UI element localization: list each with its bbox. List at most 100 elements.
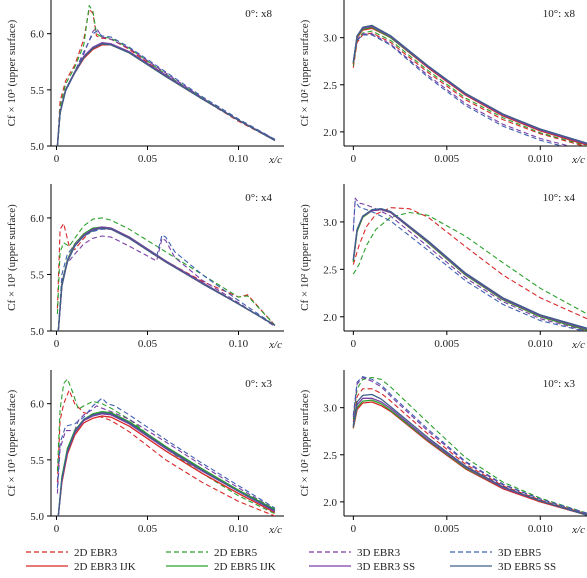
y-tick-label: 5.5 [30, 85, 44, 97]
y-tick-label: 3.0 [323, 33, 337, 45]
series-line-3d-ebr3 [352, 197, 587, 331]
series-line-2d-ebr5-ijk [57, 410, 276, 516]
legend: 2D EBR3 2D EBR5 3D EBR3 3D EBR5 2D EBR3 IJK 2… [26, 547, 556, 573]
series-line-2d-ebr5 [56, 378, 276, 515]
panel-3: 5.0 5.5 6.0 0 0.05 0.10 x/c Cf × 10³ (upper sur… [6, 184, 284, 351]
series-line-3d-ebr5 [352, 200, 586, 331]
y-axis-label: Cf × 10² (upper surface) [299, 389, 311, 496]
x-tick-label: 0.10 [229, 153, 249, 165]
series-line-3d-ebr5 [57, 228, 276, 331]
series-line-3d-ebr5-ss [352, 208, 587, 329]
y-axis-label: Cf × 10³ (upper surface) [6, 389, 18, 496]
x-tick-label: 0 [351, 338, 357, 350]
panel-label: 10°: x3 [543, 378, 576, 390]
x-tick-label: 0.05 [138, 338, 158, 350]
series-line-3d-ebr5 [56, 397, 276, 509]
y-tick-label: 5.0 [30, 326, 44, 338]
y-axis-label: Cf × 10² (upper surface) [299, 19, 311, 126]
x-tick-label: 0.005 [434, 338, 459, 350]
panel-4: 2.0 2.5 3.0 0 0.005 0.010 x/c Cf × 10² (upper s… [299, 184, 587, 351]
legend-label: 3D EBR5 [498, 547, 542, 559]
y-tick-label: 6.0 [30, 29, 44, 41]
series-line-2d-ebr3-ijk [352, 208, 587, 331]
panel-6: 2.0 2.5 3.0 0 0.005 0.010 x/c Cf × 10² (upper s… [299, 370, 587, 536]
y-tick-label: 5.0 [30, 141, 44, 153]
series-line-3d-ebr5-ss [352, 393, 587, 516]
series-line-3d-ebr3 [56, 27, 276, 146]
legend-label: 3D EBR5 SS [498, 561, 556, 573]
panel-5: 5.0 5.5 6.0 0 0.05 0.10 x/c Cf × 10³ (upper sur… [6, 370, 284, 536]
x-tick-label: 0.10 [229, 338, 249, 350]
series-line-2d-ebr3 [352, 32, 586, 146]
series-line-2d-ebr5 [56, 217, 276, 326]
series-line-2d-ebr5-ijk [352, 26, 587, 145]
x-axis-label: x/c [571, 154, 585, 166]
series-line-3d-ebr3 [56, 405, 276, 510]
panel-label: 0°: x8 [245, 8, 272, 20]
y-tick-label: 5.5 [30, 455, 44, 467]
series-line-2d-ebr3 [352, 388, 587, 515]
panel-label: 0°: x4 [245, 192, 272, 204]
y-tick-label: 3.0 [323, 217, 337, 229]
x-axis-label: x/c [571, 524, 585, 536]
panel-label: 0°: x3 [245, 378, 272, 390]
x-tick-label: 0 [54, 153, 60, 165]
panel-label: 10°: x8 [543, 8, 576, 20]
series-line-3d-ebr5-ss [57, 227, 276, 331]
legend-label: 2D EBR5 [214, 547, 258, 559]
y-axis-label: Cf × 10³ (upper surface) [6, 204, 18, 311]
x-tick-label: 0 [54, 338, 60, 350]
series-line-3d-ebr3-ss [57, 413, 276, 516]
series-line-3d-ebr5-ss [56, 43, 276, 146]
series-line-3d-ebr3-ss [352, 397, 587, 516]
x-tick-label: 0 [54, 523, 60, 535]
series-line-2d-ebr3 [56, 8, 276, 146]
series-group [352, 376, 587, 516]
panel-label: 10°: x4 [543, 192, 576, 204]
series-line-3d-ebr5 [56, 30, 276, 146]
series-line-3d-ebr3-ss [56, 42, 276, 146]
series-line-3d-ebr5-ss [352, 24, 587, 144]
y-tick-label: 6.0 [30, 213, 44, 225]
x-tick-label: 0.010 [528, 153, 553, 165]
x-axis-label: x/c [268, 524, 282, 536]
y-tick-label: 2.0 [323, 312, 337, 324]
series-line-2d-ebr5-ijk [56, 43, 276, 146]
x-tick-label: 0.005 [434, 523, 459, 535]
series-line-3d-ebr5 [352, 376, 587, 514]
x-tick-label: 0.005 [434, 153, 459, 165]
y-tick-label: 2.5 [323, 80, 337, 92]
series-line-2d-ebr3-ijk [352, 401, 587, 516]
legend-label: 3D EBR3 [357, 547, 401, 559]
series-group [56, 5, 276, 146]
y-axis-label: Cf × 10³ (upper surface) [6, 19, 18, 126]
legend-label: 2D EBR3 IJK [74, 561, 136, 573]
series-group [56, 378, 276, 516]
y-tick-label: 2.5 [323, 450, 337, 462]
y-tick-label: 2.0 [323, 497, 337, 509]
series-line-3d-ebr3 [352, 33, 572, 146]
y-axis-label: Cf × 10² (upper surface) [299, 204, 311, 311]
y-tick-label: 5.0 [30, 511, 44, 523]
y-tick-label: 3.0 [323, 403, 337, 415]
series-line-2d-ebr5 [352, 376, 587, 514]
x-axis-label: x/c [268, 339, 282, 351]
series-line-2d-ebr3-ijk [56, 44, 276, 146]
x-tick-label: 0.05 [138, 153, 158, 165]
x-axis-label: x/c [268, 154, 282, 166]
series-line-3d-ebr3 [57, 235, 276, 331]
series-line-2d-ebr3 [56, 389, 276, 516]
x-tick-label: 0.05 [138, 523, 158, 535]
x-tick-label: 0.010 [528, 338, 553, 350]
series-line-2d-ebr5 [352, 30, 587, 146]
series-line-3d-ebr3 [352, 376, 587, 515]
series-line-2d-ebr5-ijk [352, 208, 587, 331]
x-tick-label: 0.10 [229, 523, 249, 535]
legend-label: 2D EBR5 IJK [214, 561, 276, 573]
y-tick-label: 5.5 [30, 269, 44, 281]
series-group [56, 217, 276, 331]
legend-label: 2D EBR3 [74, 547, 118, 559]
panel-1: 5.0 5.5 6.0 0 0.05 0.10 x/c Cf × 10³ (upper sur… [6, 0, 284, 166]
panel-2: 2.0 2.5 3.0 0 0.005 0.010 x/c Cf × 10² (upper s… [299, 0, 587, 166]
